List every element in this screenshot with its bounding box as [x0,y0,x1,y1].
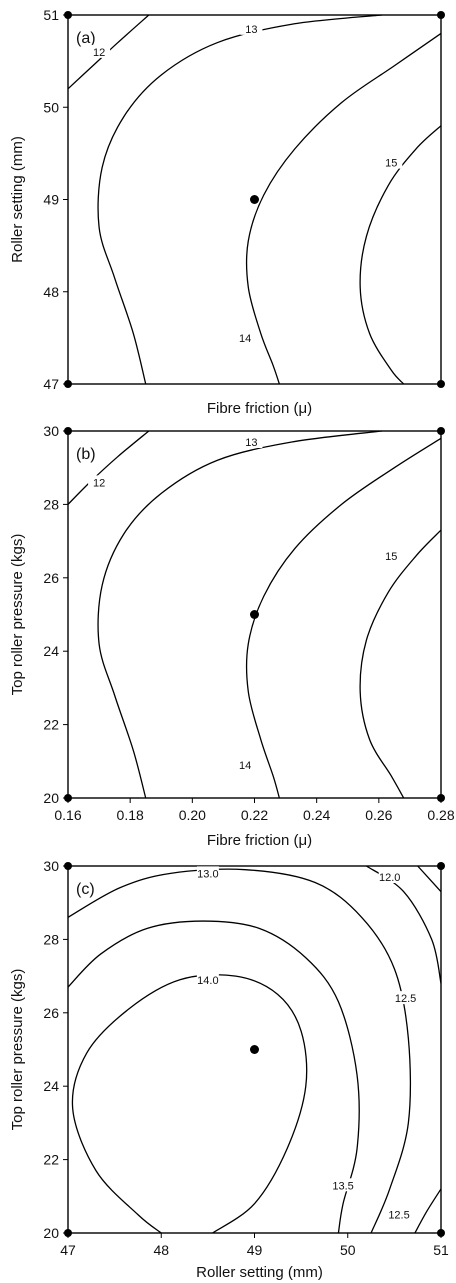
x-axis-label: Fibre friction (μ) [207,400,312,417]
contour-label: 12 [93,477,105,489]
y-axis-label: Top roller pressure (kgs) [9,534,26,696]
contour-line-15 [359,125,442,385]
y-tick-label: 30 [43,858,59,874]
contour-label: 12 [93,47,105,59]
y-tick-label: 20 [43,1225,59,1241]
contour-label-bg [234,330,257,344]
contour-label: 12.5 [388,1210,409,1222]
panel-label: (c) [76,881,95,898]
x-tick-label: 49 [247,1242,263,1258]
x-tick-label: 51 [433,1242,449,1258]
y-tick-label: 24 [43,1078,59,1094]
corner-point [437,427,445,435]
y-tick-label: 20 [43,790,59,806]
contour-line-12.5 [366,865,442,984]
center-point [250,1045,259,1054]
contour-label: 12.0 [379,872,400,884]
x-axis-label: Roller setting (mm) [196,1264,323,1281]
y-tick-label: 24 [43,643,59,659]
contour-label-bg [196,866,219,880]
y-axis-label: Top roller pressure (kgs) [9,969,26,1131]
y-tick-label: 30 [43,423,59,439]
contour-label-bg [240,435,263,449]
x-tick-label: 0.18 [117,807,144,823]
contour-label: 15 [385,551,397,563]
contour-label: 14 [239,333,251,345]
contour-label-bg [378,870,401,884]
contour-line-13 [97,14,383,385]
y-tick-label: 47 [43,376,59,392]
x-tick-label: 0.26 [365,807,392,823]
x-tick-label: 0.22 [241,807,268,823]
contour-line-15 [359,529,442,799]
x-tick-label: 48 [153,1242,169,1258]
y-tick-label: 48 [43,284,59,300]
contour-line-12 [67,430,150,505]
corner-point [437,862,445,870]
y-tick-label: 26 [43,570,59,586]
x-tick-label: 50 [340,1242,356,1258]
y-tick-label: 26 [43,1005,59,1021]
contour-line-12.0 [417,865,442,893]
x-tick-label: 0.24 [303,807,330,823]
contour-line-14 [245,32,442,385]
contour-label: 13.5 [332,1180,353,1192]
y-tick-label: 51 [43,7,59,23]
x-tick-label: 0.28 [427,807,454,823]
contour-label: 13 [245,437,257,449]
contour-label-bg [88,44,111,58]
contour-line-14 [245,437,442,799]
y-tick-label: 50 [43,99,59,115]
chart-panel-2: 20 22 24 26 28 30 0.16 0.18 0.20 0.22 0.24 0.26 0.28… [9,423,455,849]
contour-line-13.0 [67,868,412,1234]
contour-label: 13.0 [197,868,218,880]
contour-label: 14.0 [197,975,218,987]
contour-label-bg [240,21,263,35]
chart-panel-3: 20 22 24 26 28 30 47 48 49 50 51 (c) Roller setting … [9,858,449,1281]
contour-line-13.5 [67,920,360,1234]
contour-label-bg [380,548,403,562]
contour-label-bg [88,475,111,489]
contour-label: 15 [385,158,397,170]
panel-label: (b) [76,446,96,463]
contour-label: 14 [239,760,251,772]
x-tick-label: 47 [60,1242,76,1258]
contour-label-bg [332,1178,355,1192]
chart-panel-1: 47 48 49 50 51 (a) Fibre friction (μ) Roller se… [9,7,445,417]
contour-label-bg [394,991,417,1005]
contour-line-14.0 [71,974,308,1234]
contour-label-bg [380,155,403,169]
center-point [250,195,259,204]
contour-label-bg [388,1207,411,1221]
contour-line-13 [97,430,383,799]
contour-label: 13 [245,24,257,36]
contour-label: 12.5 [395,993,416,1005]
x-axis-label: Fibre friction (μ) [207,832,312,849]
y-tick-label: 22 [43,1152,59,1168]
contour-line-12.5 [414,1188,442,1234]
y-tick-label: 49 [43,192,59,208]
y-tick-label: 22 [43,717,59,733]
corner-point [437,11,445,19]
contour-label-bg [234,757,257,771]
y-tick-label: 28 [43,496,59,512]
x-tick-label: 0.20 [179,807,206,823]
contour-label-bg [196,972,219,986]
panel-label: (a) [76,30,96,47]
corner-point [437,380,445,388]
center-point [250,610,259,619]
y-tick-label: 28 [43,931,59,947]
y-axis-label: Roller setting (mm) [9,136,26,263]
x-tick-label: 0.16 [54,807,81,823]
